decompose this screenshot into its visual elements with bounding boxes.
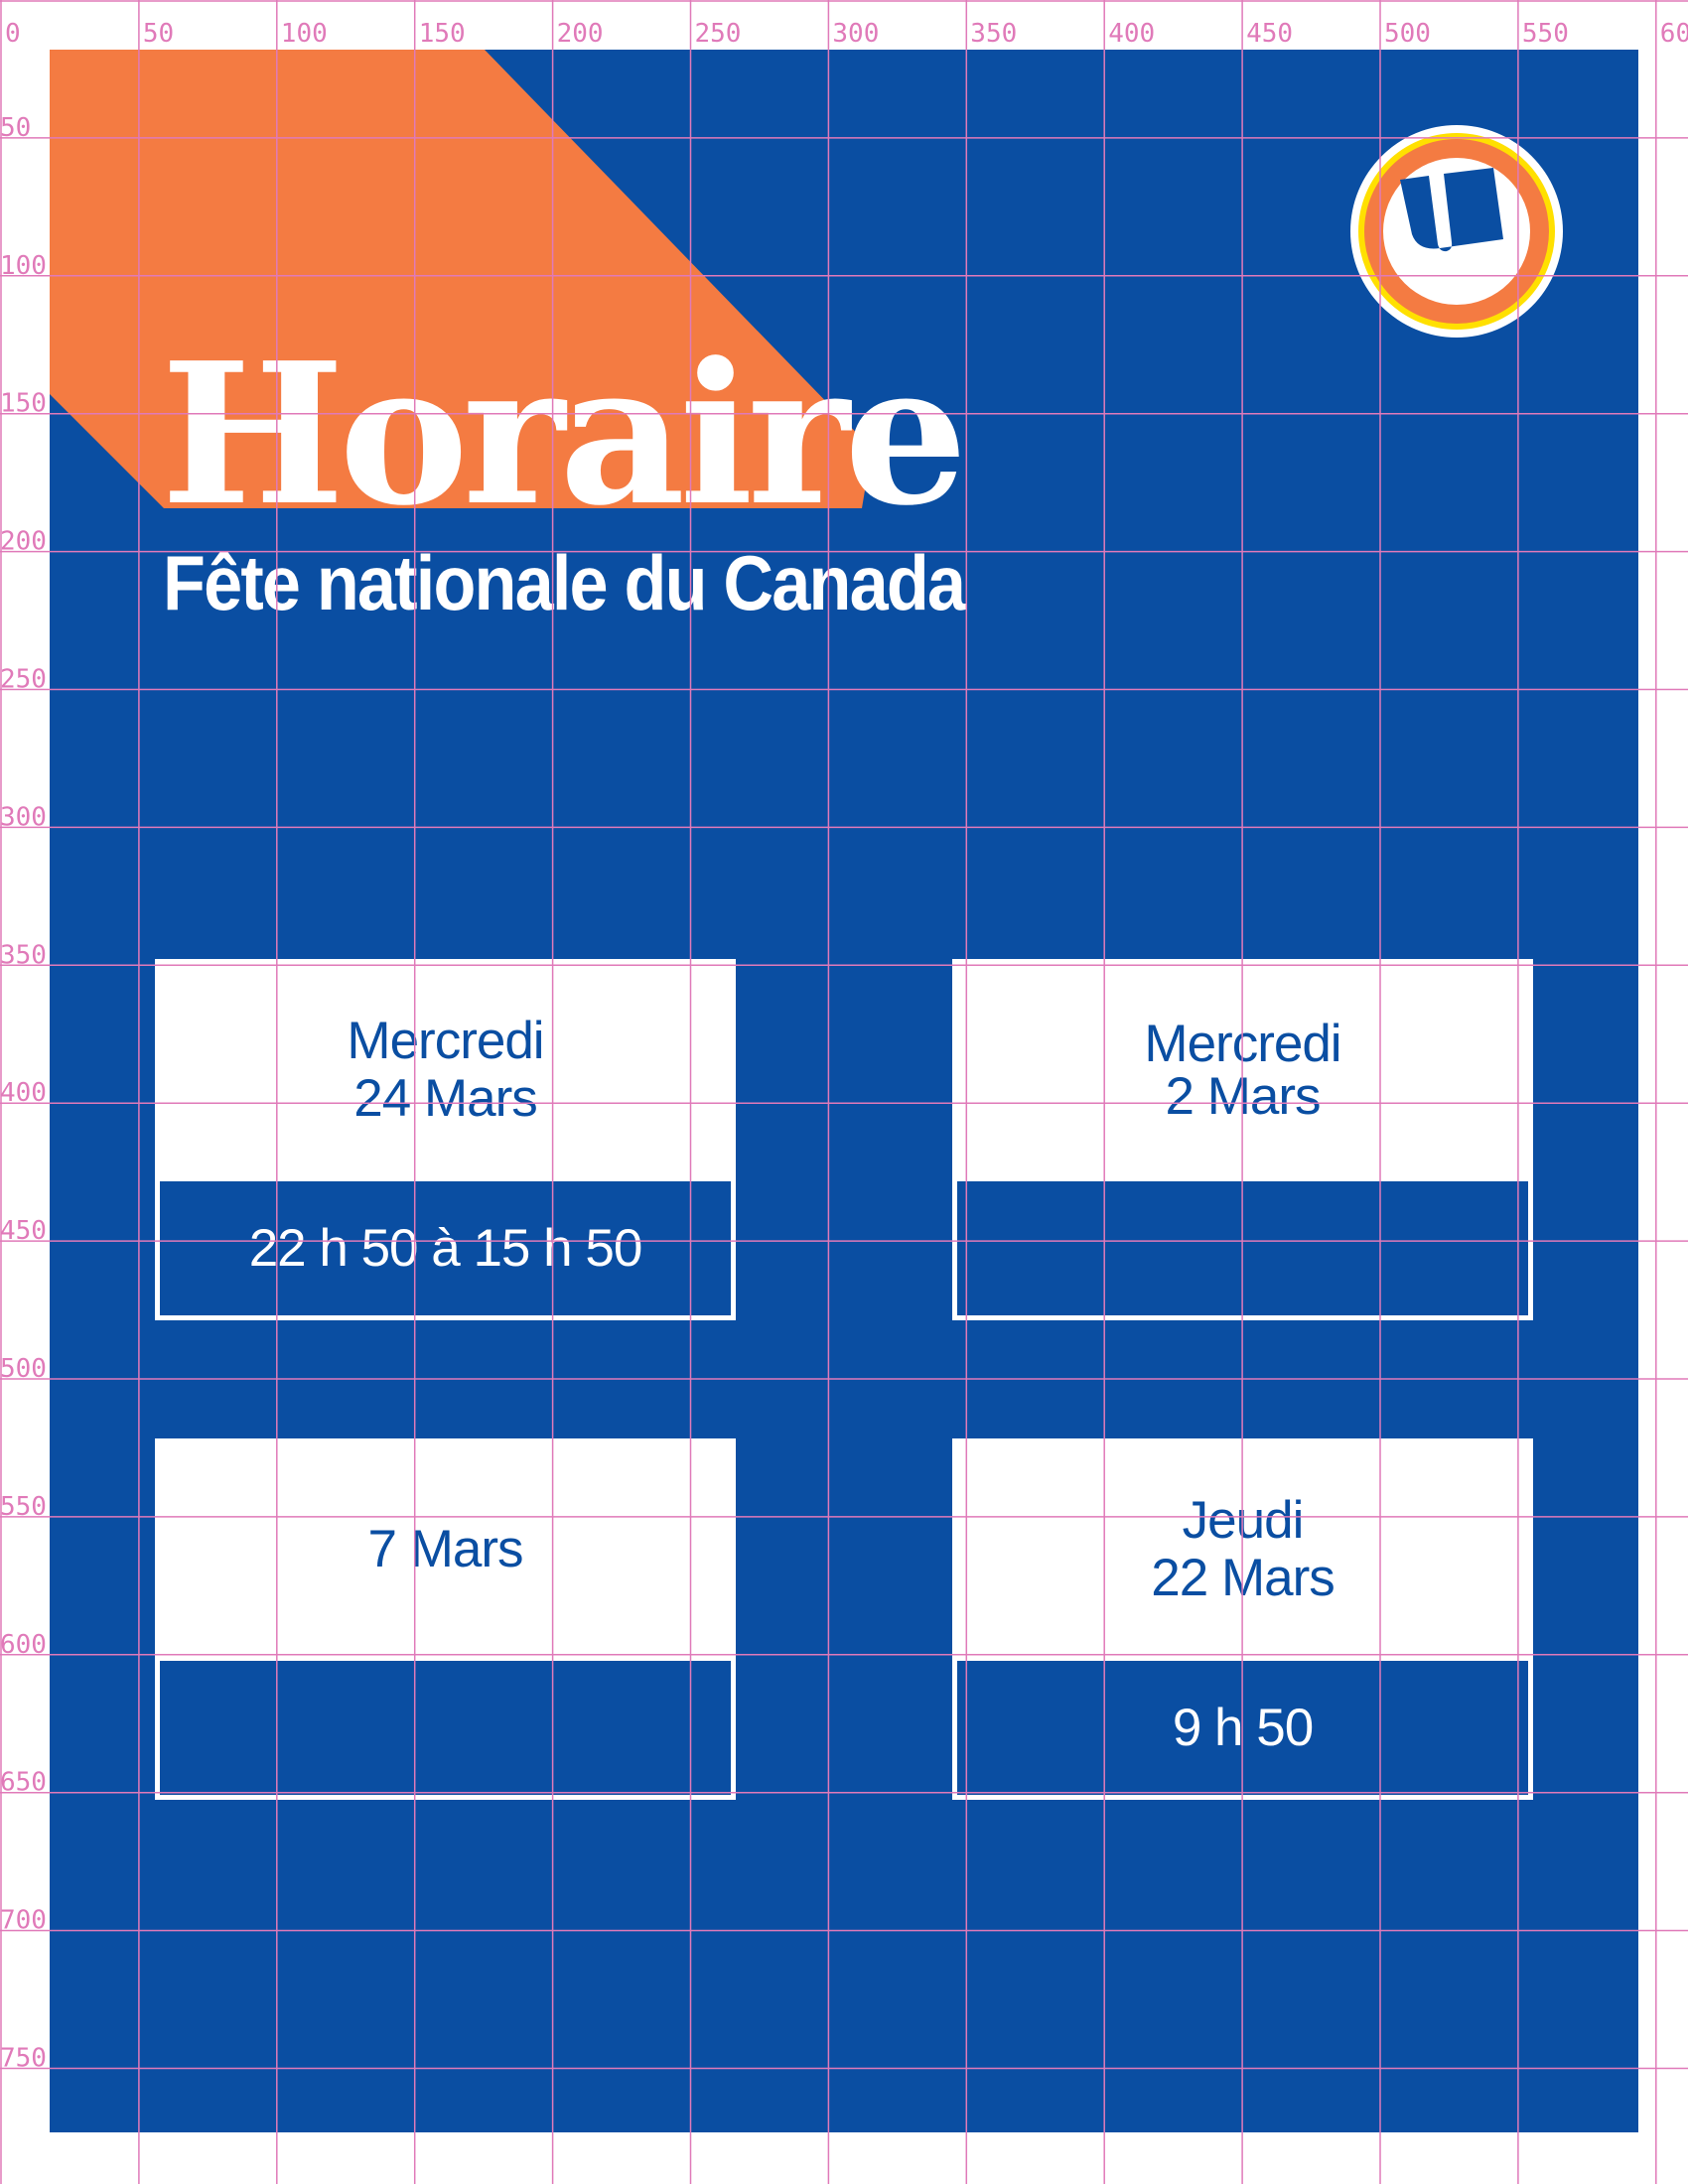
grid-x-label: 60 [1660,19,1688,49]
grid-x-label: 50 [143,19,174,49]
card-date-label: 2 Mars [1165,1067,1322,1126]
grid-x-label: 0 [5,19,21,49]
grid-y-label: 350 [0,940,47,970]
card-date-label: 24 Mars [353,1069,537,1128]
grid-x-label: 400 [1108,19,1155,49]
card-time-slot: 22 h 50 à 15 h 50 [160,1181,731,1315]
card-time-slot: 9 h 50 [957,1661,1528,1795]
card-day: Mercredi [1144,1015,1341,1073]
grid-x-label: 300 [832,19,879,49]
poster: Horaire Fête nationale du Canada Mercred… [50,50,1638,2132]
grid-y-label: 250 [0,665,47,695]
grid-x-label: 450 [1246,19,1293,49]
grid-x-label: 500 [1384,19,1431,49]
orange-diagonal-band [50,50,872,508]
grid-y-label: 450 [0,1216,47,1246]
page-subtitle: Fête nationale du Canada [163,539,966,626]
grid-y-label: 50 [0,113,31,143]
card-day: Jeudi [1182,1490,1305,1550]
grid-y-label: 400 [0,1078,47,1108]
grid-y-label: 700 [0,1906,47,1936]
card-time-slot [160,1661,731,1795]
schedule-card: Mercredi 2 Mars [952,959,1533,1320]
grid-x-label: 150 [419,19,466,49]
grid-y-label: 500 [0,1354,47,1384]
card-date-label: 7 Mars [367,1519,524,1578]
card-date: Jeudi 22 Mars [952,1438,1533,1661]
card-date: Mercredi 24 Mars [155,959,736,1181]
card-time: 22 h 50 à 15 h 50 [248,1219,643,1278]
grid-y-label: 650 [0,1768,47,1798]
grid-y-label: 200 [0,527,47,557]
grid-x-label: 100 [281,19,328,49]
card-date: Mercredi 2 Mars [952,959,1533,1181]
page-title: Horaire [161,321,968,549]
grid-y-label: 750 [0,2044,47,2074]
card-time-slot [957,1181,1528,1315]
card-time: 9 h 50 [1172,1699,1314,1757]
grid-x-label: 250 [695,19,742,49]
grid-x-label: 350 [970,19,1017,49]
grid-y-label: 100 [0,251,47,281]
card-day: Mercredi [347,1011,544,1070]
grid-y-label: 300 [0,802,47,832]
schedule-card: Mercredi 24 Mars 22 h 50 à 15 h 50 [155,959,736,1320]
grid-y-label: 150 [0,389,47,419]
card-date: 7 Mars [155,1438,736,1661]
card-date-label: 22 Mars [1151,1549,1335,1607]
grid-y-label: 550 [0,1492,47,1522]
schedule-card: 7 Mars [155,1438,736,1800]
grid-x-label: 550 [1522,19,1569,49]
u-circle-logo-icon [1350,125,1563,338]
grid-x-label: 200 [557,19,604,49]
schedule-card: Jeudi 22 Mars 9 h 50 [952,1438,1533,1800]
grid-y-label: 600 [0,1630,47,1660]
